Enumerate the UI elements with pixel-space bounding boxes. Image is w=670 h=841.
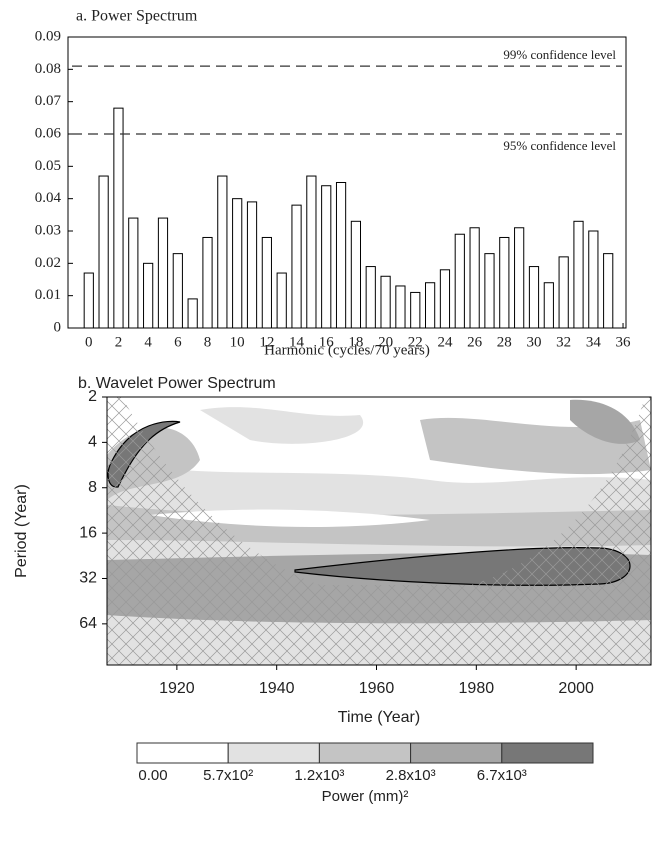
x-tick-label: 0: [85, 334, 93, 350]
chart-title: b. Wavelet Power Spectrum: [78, 375, 276, 392]
x-tick-label: 1940: [259, 680, 295, 697]
x-tick-label: 24: [437, 334, 453, 350]
bar: [588, 230, 599, 329]
bar: [128, 217, 139, 329]
y-tick-label: 64: [79, 615, 97, 632]
x-tick-label: 26: [467, 334, 483, 350]
bar: [528, 266, 540, 329]
bar: [514, 227, 525, 329]
confidence-label: 95% confidence level: [503, 138, 616, 153]
y-tick-label: 2: [88, 388, 97, 405]
plot-frame: [67, 36, 627, 329]
plot-frame: [106, 396, 652, 666]
bar: [543, 282, 554, 329]
y-tick-label: 4: [88, 434, 97, 451]
x-tick-label: 1920: [159, 680, 195, 697]
x-tick-label: 18: [348, 334, 363, 350]
bar: [306, 175, 317, 329]
chart-title: a. Power Spectrum: [76, 8, 198, 25]
bar: [454, 233, 465, 329]
bar: [335, 182, 347, 329]
bar: [98, 175, 109, 329]
bar: [157, 217, 169, 329]
x-tick-label: 30: [526, 334, 541, 350]
x-tick-label: 2000: [558, 680, 594, 697]
y-tick-label: 0.08: [35, 61, 61, 77]
y-tick-label: 0.01: [35, 287, 61, 303]
colorbar-segment: [227, 742, 320, 764]
y-tick-label: 0.04: [35, 190, 62, 206]
bar: [573, 220, 584, 329]
y-tick-label: 0.09: [35, 28, 61, 44]
x-tick-label: 1960: [359, 680, 395, 697]
x-tick-label: 14: [289, 334, 305, 350]
wavelet-field: [107, 397, 651, 665]
bar: [143, 262, 154, 329]
colorbar-title: Power (mm)²: [322, 788, 409, 805]
colorbar-segment: [318, 742, 412, 764]
colorbar-segment: [501, 742, 594, 764]
x-tick-label: 6: [174, 334, 182, 350]
bar: [380, 275, 391, 329]
bar: [558, 256, 569, 329]
bar: [365, 266, 376, 329]
y-tick-label: 0.03: [35, 222, 61, 238]
bar: [469, 227, 480, 329]
bar: [217, 175, 228, 329]
bar: [350, 220, 362, 329]
bar: [261, 236, 272, 329]
x-tick-label: 20: [378, 334, 393, 350]
bar: [439, 269, 451, 329]
colorbar-label: 6.7x10³: [477, 767, 527, 784]
x-tick-label: 32: [556, 334, 571, 350]
bar: [395, 285, 406, 329]
colorbar-label: 5.7x10²: [203, 767, 253, 784]
bar: [83, 272, 94, 329]
y-tick-label: 0.07: [35, 93, 62, 109]
y-tick-label: 0.02: [35, 255, 61, 271]
x-tick-label: 22: [408, 334, 423, 350]
x-axis-label: Time (Year): [338, 709, 420, 726]
bar: [499, 236, 510, 329]
x-tick-label: 34: [586, 334, 602, 350]
bar: [321, 185, 332, 329]
colorbar-label: 1.2x10³: [294, 767, 344, 784]
bar: [276, 272, 287, 329]
bar: [202, 236, 213, 329]
colorbar-segment: [136, 742, 229, 764]
x-tick-label: 10: [230, 334, 245, 350]
y-axis-label: Period (Year): [13, 484, 30, 578]
x-tick-label: 16: [319, 334, 335, 350]
bar: [291, 204, 302, 329]
bar: [113, 107, 124, 329]
bar: [603, 253, 614, 329]
bar: [172, 253, 183, 329]
colorbar-segment: [410, 742, 503, 764]
colorbar-label: 2.8x10³: [386, 767, 436, 784]
bar: [232, 198, 243, 329]
confidence-label: 99% confidence level: [503, 47, 616, 62]
y-tick-label: 0.05: [35, 158, 61, 174]
x-tick-label: 4: [144, 334, 152, 350]
y-tick-label: 8: [88, 479, 97, 496]
x-tick-label: 36: [616, 334, 632, 350]
bar: [246, 201, 258, 329]
x-tick-label: 1980: [459, 680, 495, 697]
bar: [410, 291, 421, 329]
bar: [484, 253, 495, 329]
x-tick-label: 8: [204, 334, 212, 350]
y-tick-label: 0.06: [35, 125, 62, 141]
colorbar-label: 0.00: [138, 767, 167, 784]
x-tick-label: 2: [115, 334, 123, 350]
x-axis-label: Harmonic (cycles/70 years): [264, 342, 430, 358]
bar: [187, 298, 198, 329]
bar: [425, 282, 436, 329]
y-tick-label: 16: [79, 524, 97, 541]
x-tick-label: 12: [259, 334, 274, 350]
y-tick-label: 0: [54, 319, 62, 335]
x-tick-label: 28: [497, 334, 512, 350]
y-tick-label: 32: [79, 570, 97, 587]
